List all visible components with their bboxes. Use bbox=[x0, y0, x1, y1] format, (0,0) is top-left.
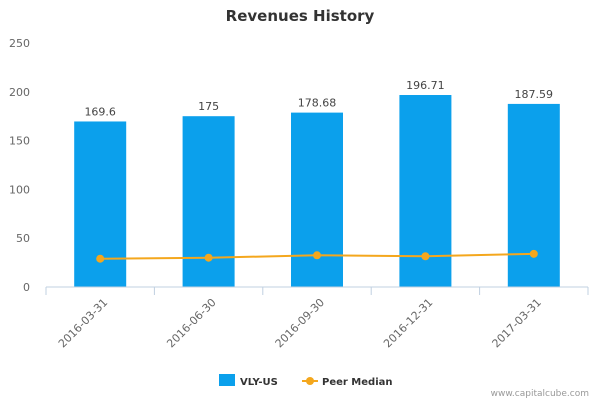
bar[interactable] bbox=[507, 103, 560, 287]
legend-label-vly-us[interactable]: VLY-US bbox=[240, 377, 278, 388]
chart-title: Revenues History bbox=[226, 7, 375, 25]
watermark-text: www.capitalcube.com bbox=[491, 389, 589, 399]
bar-value-label: 178.68 bbox=[298, 97, 337, 110]
x-tick-label: 2016-03-31 bbox=[56, 296, 110, 350]
peer-median-point[interactable] bbox=[529, 249, 538, 258]
legend-swatch-vly-us bbox=[219, 374, 235, 386]
x-axis: 2016-03-31 2016-06-30 2016-09-30 2016-12-31… bbox=[45, 286, 589, 350]
y-axis-ticks: 0 50 100 150 200 250 bbox=[9, 37, 30, 294]
legend[interactable]: VLY-US Peer Median bbox=[219, 374, 393, 388]
y-tick-label: 0 bbox=[23, 281, 30, 294]
y-tick-label: 200 bbox=[9, 86, 30, 99]
y-tick-label: 150 bbox=[9, 135, 30, 148]
bar-value-label: 169.6 bbox=[84, 105, 116, 118]
bar-value-label: 196.71 bbox=[406, 79, 445, 92]
x-tick-label: 2017-03-31 bbox=[490, 296, 544, 350]
bar-value-label: 175 bbox=[198, 100, 219, 113]
y-tick-label: 50 bbox=[16, 232, 30, 245]
y-tick-label: 100 bbox=[9, 183, 30, 196]
bar-data-labels: 169.6 175 178.68 196.71 187.59 bbox=[84, 79, 553, 118]
peer-median-series bbox=[96, 249, 538, 263]
legend-label-peer-median[interactable]: Peer Median bbox=[322, 377, 393, 388]
x-tick-label: 2016-06-30 bbox=[164, 296, 218, 350]
x-tick-label: 2016-09-30 bbox=[273, 296, 327, 350]
x-tick-label: 2016-12-31 bbox=[381, 296, 435, 350]
bar-value-label: 187.59 bbox=[515, 88, 554, 101]
peer-median-point[interactable] bbox=[313, 251, 321, 260]
peer-median-point[interactable] bbox=[421, 252, 430, 261]
y-tick-label: 250 bbox=[9, 37, 30, 50]
peer-median-point[interactable] bbox=[204, 253, 213, 262]
legend-marker-peer-median bbox=[306, 377, 314, 385]
bar[interactable] bbox=[291, 112, 343, 287]
peer-median-point[interactable] bbox=[96, 254, 105, 263]
